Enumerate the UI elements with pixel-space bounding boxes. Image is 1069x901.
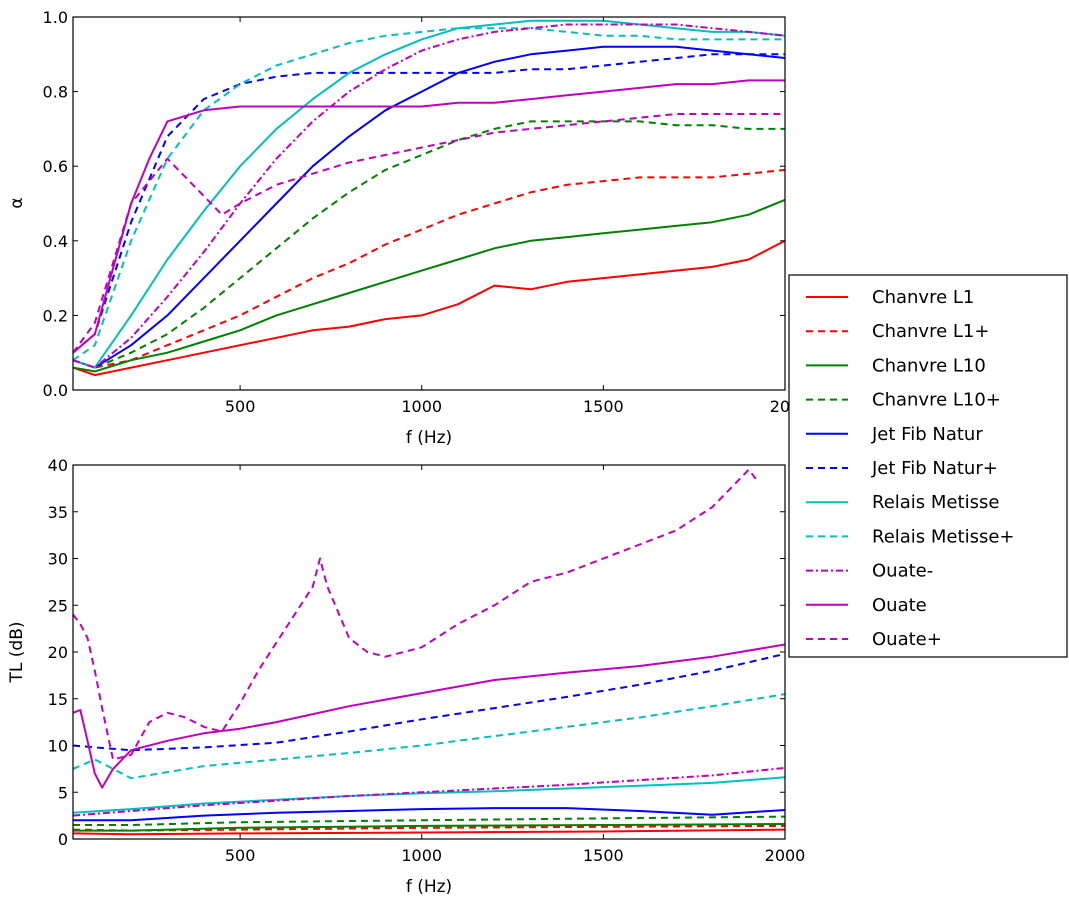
y-axis-label: α (7, 197, 27, 208)
legend-label: Relais Metisse+ (872, 526, 1014, 547)
plot-area (73, 465, 785, 839)
y-tick-label: 30 (48, 550, 68, 569)
series-line-chanvre-l10 (73, 198, 785, 373)
x-tick-label: 2000 (765, 846, 806, 865)
plot-frame (72, 464, 786, 840)
x-axis-label: f (Hz) (406, 877, 452, 897)
series-line-ouate-plus (73, 113, 785, 354)
x-tick-label: 1500 (583, 397, 624, 416)
series-line-chanvre-l10-plus (73, 815, 785, 826)
transmission-loss-chart: 500 1000 1500 2000 0 5 10 15 20 25 30 35 40 f (Hz) T… (7, 456, 805, 897)
series-line-jet-fib-natur-plus (73, 652, 785, 752)
legend-label: Chanvre L10 (872, 355, 986, 376)
absorption-chart: 500 1000 1500 2000.00.20.40.60.81.0 f (Hz) … (7, 8, 800, 448)
y-tick-label: 0.4 (43, 232, 68, 251)
y-tick-label: 0.2 (43, 306, 68, 325)
series-line-relais-metisse-plus (73, 693, 785, 780)
y-tick-label: 0 (58, 830, 68, 849)
legend-label: Ouate- (872, 561, 933, 582)
series-line-chanvre-l1-plus (73, 168, 785, 369)
series-line-relais-metisse-plus (73, 27, 785, 362)
x-axis-label: f (Hz) (406, 428, 452, 448)
legend-label: Chanvre L1 (872, 287, 974, 308)
plot-area (73, 17, 785, 390)
series-line-ouate-minus (73, 23, 785, 369)
plot-frame (72, 16, 786, 391)
legend-label: Jet Fib Natur (871, 424, 983, 445)
y-tick-label: 0.0 (43, 381, 68, 400)
legend-label: Jet Fib Natur+ (871, 458, 998, 479)
series-line-ouate (73, 79, 785, 354)
y-tick-label: 10 (48, 737, 68, 756)
x-tick-label: 1000 (401, 846, 442, 865)
y-tick-label: 25 (48, 596, 68, 615)
y-tick-label: 15 (48, 690, 68, 709)
series-line-jet-fib-natur (73, 45, 785, 369)
x-tick-label: 1000 (401, 397, 442, 416)
legend-label: Ouate (872, 595, 927, 616)
series-line-chanvre-l1 (73, 239, 785, 377)
series-line-jet-fib-natur (73, 807, 785, 822)
series-line-ouate-plus (73, 468, 757, 761)
series-line-relais-metisse (73, 19, 785, 369)
y-tick-label: 0.6 (43, 157, 68, 176)
series-line-chanvre-l10-plus (73, 120, 785, 369)
y-tick-label: 1.0 (43, 8, 68, 27)
y-tick-label: 40 (48, 456, 68, 475)
x-tick-label: 1500 (583, 846, 624, 865)
legend-label: Chanvre L1+ (872, 321, 989, 342)
legend-label: Ouate+ (872, 629, 942, 650)
y-axis-label: TL (dB) (7, 622, 27, 684)
y-tick-label: 5 (58, 783, 68, 802)
x-tick-label: 500 (225, 846, 256, 865)
legend: Chanvre L1 Chanvre L1+ Chanvre L10 Chanvre … (788, 274, 1068, 658)
legend-label: Chanvre L10+ (872, 390, 1001, 411)
legend-label: Relais Metisse (872, 492, 999, 513)
y-tick-label: 0.8 (43, 83, 68, 102)
y-tick-label: 35 (48, 503, 68, 522)
series-line-chanvre-l1 (73, 828, 785, 836)
legend-frame (788, 274, 1068, 658)
series-line-chanvre-l10 (73, 823, 785, 832)
series-line-ouate-minus (73, 766, 785, 817)
series-line-jet-fib-natur-plus (73, 53, 785, 354)
x-tick-label: 500 (225, 397, 256, 416)
series-line-ouate (73, 643, 785, 789)
y-tick-label: 20 (48, 643, 68, 662)
